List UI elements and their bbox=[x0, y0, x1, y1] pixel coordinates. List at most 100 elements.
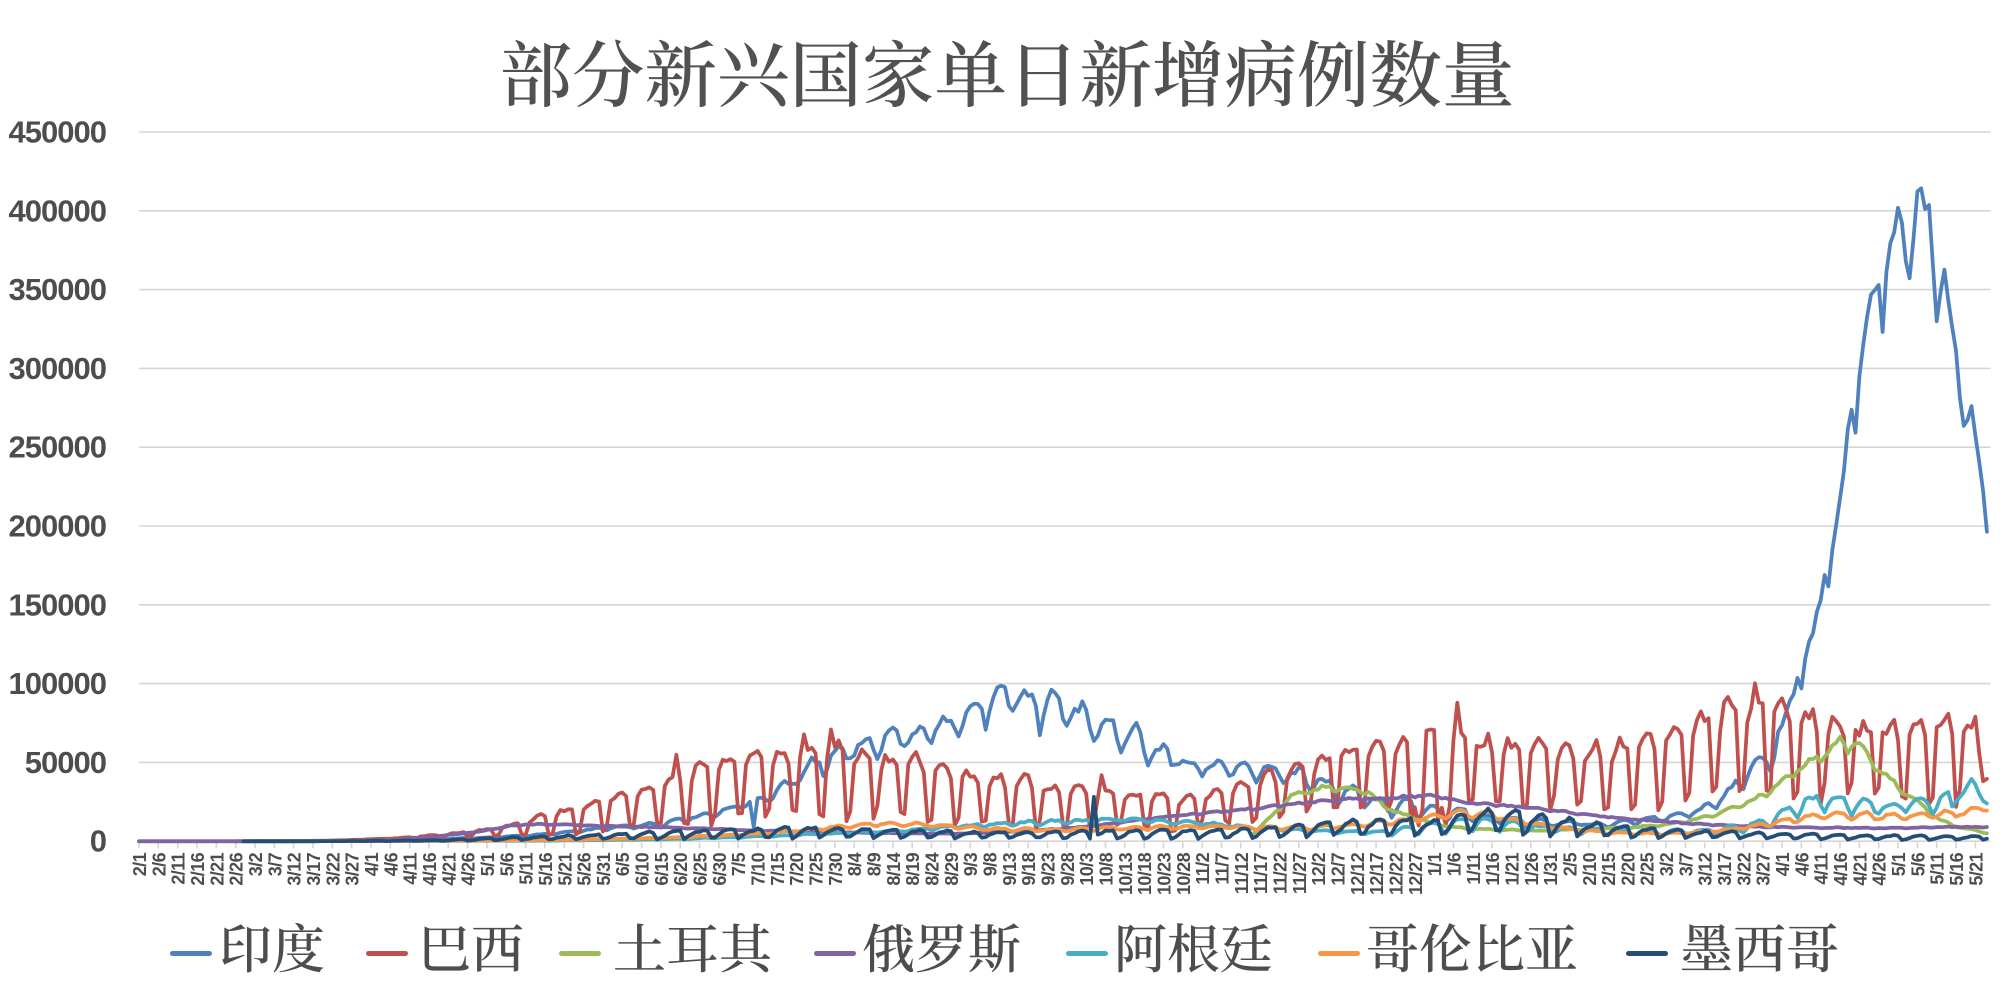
svg-text:9/18: 9/18 bbox=[1019, 852, 1039, 885]
svg-text:5/1: 5/1 bbox=[478, 852, 498, 876]
svg-text:10/23: 10/23 bbox=[1155, 852, 1175, 895]
svg-text:6/20: 6/20 bbox=[671, 852, 691, 885]
svg-text:12/2: 12/2 bbox=[1309, 852, 1329, 885]
svg-text:300000: 300000 bbox=[9, 351, 106, 386]
svg-text:2/5: 2/5 bbox=[1560, 852, 1580, 876]
svg-text:4/26: 4/26 bbox=[1870, 852, 1890, 885]
svg-text:4/1: 4/1 bbox=[362, 852, 382, 876]
svg-text:12/7: 12/7 bbox=[1329, 852, 1349, 885]
svg-text:1/26: 1/26 bbox=[1522, 852, 1542, 885]
svg-text:11/12: 11/12 bbox=[1232, 852, 1252, 894]
svg-text:3/7: 3/7 bbox=[265, 852, 285, 876]
svg-text:2/11: 2/11 bbox=[169, 852, 189, 884]
svg-text:7/15: 7/15 bbox=[768, 852, 788, 885]
svg-text:2/1: 2/1 bbox=[130, 852, 150, 876]
svg-text:8/24: 8/24 bbox=[923, 852, 943, 885]
svg-text:11/22: 11/22 bbox=[1271, 852, 1291, 894]
svg-text:2/10: 2/10 bbox=[1580, 852, 1600, 885]
svg-text:3/17: 3/17 bbox=[304, 852, 324, 885]
svg-text:9/23: 9/23 bbox=[1039, 852, 1059, 885]
svg-text:12/22: 12/22 bbox=[1387, 852, 1407, 895]
svg-text:4/21: 4/21 bbox=[439, 852, 459, 885]
svg-text:7/20: 7/20 bbox=[787, 852, 807, 885]
svg-text:11/2: 11/2 bbox=[1193, 852, 1213, 884]
svg-text:3/12: 3/12 bbox=[285, 852, 305, 885]
svg-text:50000: 50000 bbox=[25, 745, 106, 780]
svg-text:4/16: 4/16 bbox=[1831, 852, 1851, 885]
svg-text:6/15: 6/15 bbox=[652, 852, 672, 885]
svg-text:5/16: 5/16 bbox=[1947, 852, 1967, 885]
svg-text:10/18: 10/18 bbox=[1135, 852, 1155, 895]
svg-text:1/6: 1/6 bbox=[1444, 852, 1464, 876]
svg-text:2/15: 2/15 bbox=[1599, 852, 1619, 885]
svg-text:5/6: 5/6 bbox=[1908, 852, 1928, 876]
svg-text:5/21: 5/21 bbox=[555, 852, 575, 885]
svg-text:5/16: 5/16 bbox=[536, 852, 556, 885]
svg-text:6/10: 6/10 bbox=[633, 852, 653, 885]
svg-text:5/31: 5/31 bbox=[594, 852, 614, 885]
svg-text:1/16: 1/16 bbox=[1483, 852, 1503, 885]
svg-text:250000: 250000 bbox=[9, 430, 106, 465]
svg-text:5/11: 5/11 bbox=[1928, 852, 1948, 884]
svg-text:7/10: 7/10 bbox=[749, 852, 769, 885]
svg-text:5/26: 5/26 bbox=[575, 852, 595, 885]
svg-text:350000: 350000 bbox=[9, 272, 106, 307]
svg-text:7/25: 7/25 bbox=[807, 852, 827, 885]
svg-text:4/16: 4/16 bbox=[420, 852, 440, 885]
svg-text:3/7: 3/7 bbox=[1676, 852, 1696, 876]
svg-text:5/1: 5/1 bbox=[1889, 852, 1909, 876]
svg-text:8/19: 8/19 bbox=[903, 852, 923, 885]
svg-text:100000: 100000 bbox=[9, 666, 106, 701]
svg-text:12/27: 12/27 bbox=[1406, 852, 1426, 895]
svg-text:10/28: 10/28 bbox=[1174, 852, 1194, 895]
svg-text:3/22: 3/22 bbox=[323, 852, 343, 885]
svg-text:2/20: 2/20 bbox=[1618, 852, 1638, 885]
svg-text:10/8: 10/8 bbox=[1097, 852, 1117, 885]
svg-text:2/6: 2/6 bbox=[149, 852, 169, 876]
svg-text:7/30: 7/30 bbox=[826, 852, 846, 885]
svg-text:10/13: 10/13 bbox=[1116, 852, 1136, 895]
svg-text:150000: 150000 bbox=[9, 587, 106, 622]
svg-text:6/30: 6/30 bbox=[710, 852, 730, 885]
svg-text:5/21: 5/21 bbox=[1966, 852, 1986, 885]
svg-text:6/5: 6/5 bbox=[613, 852, 633, 876]
svg-text:8/29: 8/29 bbox=[942, 852, 962, 885]
svg-text:2/26: 2/26 bbox=[227, 852, 247, 885]
svg-text:4/1: 4/1 bbox=[1773, 852, 1793, 876]
svg-text:1/1: 1/1 bbox=[1425, 852, 1445, 876]
svg-text:5/6: 5/6 bbox=[497, 852, 517, 876]
svg-text:1/31: 1/31 bbox=[1541, 852, 1561, 885]
svg-text:8/4: 8/4 bbox=[845, 852, 865, 876]
svg-text:4/11: 4/11 bbox=[401, 852, 421, 884]
svg-text:4/6: 4/6 bbox=[1792, 852, 1812, 876]
svg-text:2/16: 2/16 bbox=[188, 852, 208, 885]
svg-text:11/27: 11/27 bbox=[1290, 852, 1310, 894]
svg-text:2/25: 2/25 bbox=[1638, 852, 1658, 885]
svg-text:11/17: 11/17 bbox=[1251, 852, 1271, 894]
svg-text:2/21: 2/21 bbox=[207, 852, 227, 885]
svg-text:10/3: 10/3 bbox=[1077, 852, 1097, 885]
svg-text:4/26: 4/26 bbox=[459, 852, 479, 885]
svg-text:8/14: 8/14 bbox=[884, 852, 904, 885]
svg-text:3/12: 3/12 bbox=[1696, 852, 1716, 885]
svg-text:4/11: 4/11 bbox=[1812, 852, 1832, 884]
svg-text:4/21: 4/21 bbox=[1850, 852, 1870, 885]
svg-text:12/12: 12/12 bbox=[1348, 852, 1368, 895]
svg-text:11/7: 11/7 bbox=[1213, 852, 1233, 884]
svg-text:200000: 200000 bbox=[9, 509, 106, 544]
svg-text:3/17: 3/17 bbox=[1715, 852, 1735, 885]
svg-text:3/27: 3/27 bbox=[343, 852, 363, 885]
svg-text:9/28: 9/28 bbox=[1058, 852, 1078, 885]
svg-text:400000: 400000 bbox=[9, 193, 106, 228]
svg-text:3/2: 3/2 bbox=[246, 852, 266, 876]
svg-text:8/9: 8/9 bbox=[865, 852, 885, 876]
svg-text:1/11: 1/11 bbox=[1464, 852, 1484, 884]
svg-text:0: 0 bbox=[90, 824, 106, 859]
svg-text:9/3: 9/3 bbox=[961, 852, 981, 876]
svg-text:9/13: 9/13 bbox=[1000, 852, 1020, 885]
svg-text:3/22: 3/22 bbox=[1734, 852, 1754, 885]
svg-text:3/2: 3/2 bbox=[1657, 852, 1677, 876]
svg-text:4/6: 4/6 bbox=[381, 852, 401, 876]
svg-text:450000: 450000 bbox=[9, 115, 106, 150]
svg-text:6/25: 6/25 bbox=[691, 852, 711, 885]
